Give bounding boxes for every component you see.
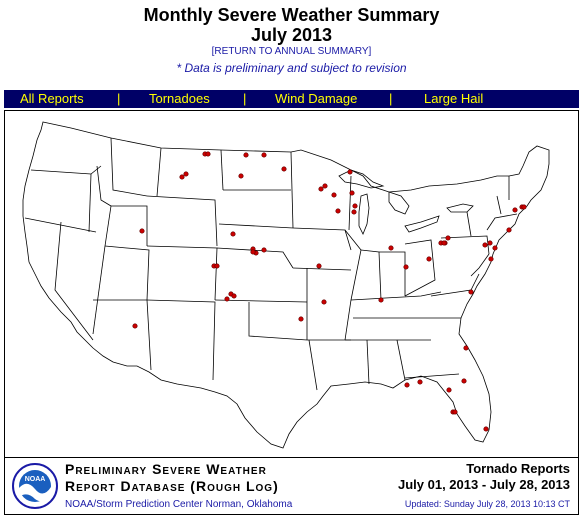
organization-text: NOAA/Storm Prediction Center Norman, Okl… xyxy=(65,499,293,510)
tornado-report-point xyxy=(243,152,249,158)
us-outline xyxy=(22,121,550,449)
lake-huron xyxy=(388,191,410,215)
database-title-line2: Report Database (Rough Log) xyxy=(65,478,279,494)
tornado-report-point xyxy=(378,297,384,303)
tornado-report-point xyxy=(487,240,493,246)
tornado-report-point xyxy=(318,186,324,192)
us-states-map xyxy=(22,121,550,449)
tornado-report-point xyxy=(441,240,447,246)
tornado-report-point xyxy=(179,174,185,180)
report-type: Tornado Reports xyxy=(466,461,570,476)
nav-separator: | xyxy=(389,91,393,106)
tornado-report-point xyxy=(231,293,237,299)
lake-michigan xyxy=(358,193,370,235)
tornado-report-point xyxy=(322,183,328,189)
tornado-report-point xyxy=(404,382,410,388)
tornado-report-point xyxy=(298,316,304,322)
tornado-report-point xyxy=(347,169,353,175)
tornado-report-point xyxy=(261,247,267,253)
tornado-report-point xyxy=(214,263,220,269)
tornado-report-point xyxy=(521,204,527,210)
tornado-report-point xyxy=(321,299,327,305)
tornado-report-point xyxy=(331,192,337,198)
tornado-report-point xyxy=(250,249,256,255)
tornado-report-point xyxy=(488,256,494,262)
tornado-report-point xyxy=(139,228,145,234)
tornado-report-point xyxy=(506,227,512,233)
lake-ontario xyxy=(446,203,474,213)
page-title: Monthly Severe Weather Summary xyxy=(143,5,440,25)
us-map[interactable] xyxy=(4,110,579,458)
noaa-logo-text: NOAA xyxy=(25,476,46,483)
nav-wind-damage[interactable]: Wind Damage xyxy=(275,91,358,106)
tornado-report-point xyxy=(426,256,432,262)
tornado-report-point xyxy=(349,190,355,196)
tornado-report-point xyxy=(132,323,138,329)
return-annual-summary-link[interactable]: [RETURN TO ANNUAL SUMMARY] xyxy=(211,46,372,57)
tornado-report-point xyxy=(403,264,409,270)
tornado-report-point xyxy=(205,151,211,157)
tornado-report-point xyxy=(316,263,322,269)
footer: NOAA Preliminary Severe Weather Report D… xyxy=(4,458,579,515)
tornado-report-point xyxy=(492,245,498,251)
tornado-report-point xyxy=(512,207,518,213)
tornado-report-point xyxy=(238,173,244,179)
tornado-report-point xyxy=(388,245,394,251)
updated-timestamp: Updated: Sunday July 28, 2013 10:13 CT xyxy=(404,499,570,509)
noaa-logo: NOAA xyxy=(12,463,58,509)
tornado-report-point xyxy=(352,203,358,209)
tornado-report-point xyxy=(281,166,287,172)
nav-separator: | xyxy=(243,91,247,106)
report-points xyxy=(132,151,527,432)
tornado-report-point xyxy=(230,231,236,237)
nav-all-reports[interactable]: All Reports xyxy=(20,91,84,106)
preliminary-disclaimer: * Data is preliminary and subject to rev… xyxy=(176,61,407,75)
tornado-report-point xyxy=(261,152,267,158)
tornado-report-point xyxy=(463,345,469,351)
nav-separator: | xyxy=(117,91,121,106)
lake-erie xyxy=(404,215,440,233)
tornado-report-point xyxy=(468,289,474,295)
nav-tornadoes[interactable]: Tornadoes xyxy=(149,91,210,106)
report-type-nav: All Reports | Tornadoes | Wind Damage | … xyxy=(4,90,579,108)
state-borders xyxy=(24,137,518,391)
tornado-report-point xyxy=(482,242,488,248)
tornado-report-point xyxy=(461,378,467,384)
database-title-line1: Preliminary Severe Weather xyxy=(65,461,267,477)
tornado-report-point xyxy=(483,426,489,432)
page-subtitle: July 2013 xyxy=(250,25,333,45)
tornado-report-point xyxy=(183,171,189,177)
nav-large-hail[interactable]: Large Hail xyxy=(424,91,484,106)
lake-superior xyxy=(338,169,385,189)
date-range: July 01, 2013 - July 28, 2013 xyxy=(397,477,570,492)
tornado-report-point xyxy=(351,209,357,215)
tornado-report-point xyxy=(445,235,451,241)
tornado-report-point xyxy=(224,296,230,302)
tornado-report-point xyxy=(452,409,458,415)
tornado-report-point xyxy=(335,208,341,214)
tornado-report-point xyxy=(417,379,423,385)
tornado-report-point xyxy=(446,387,452,393)
